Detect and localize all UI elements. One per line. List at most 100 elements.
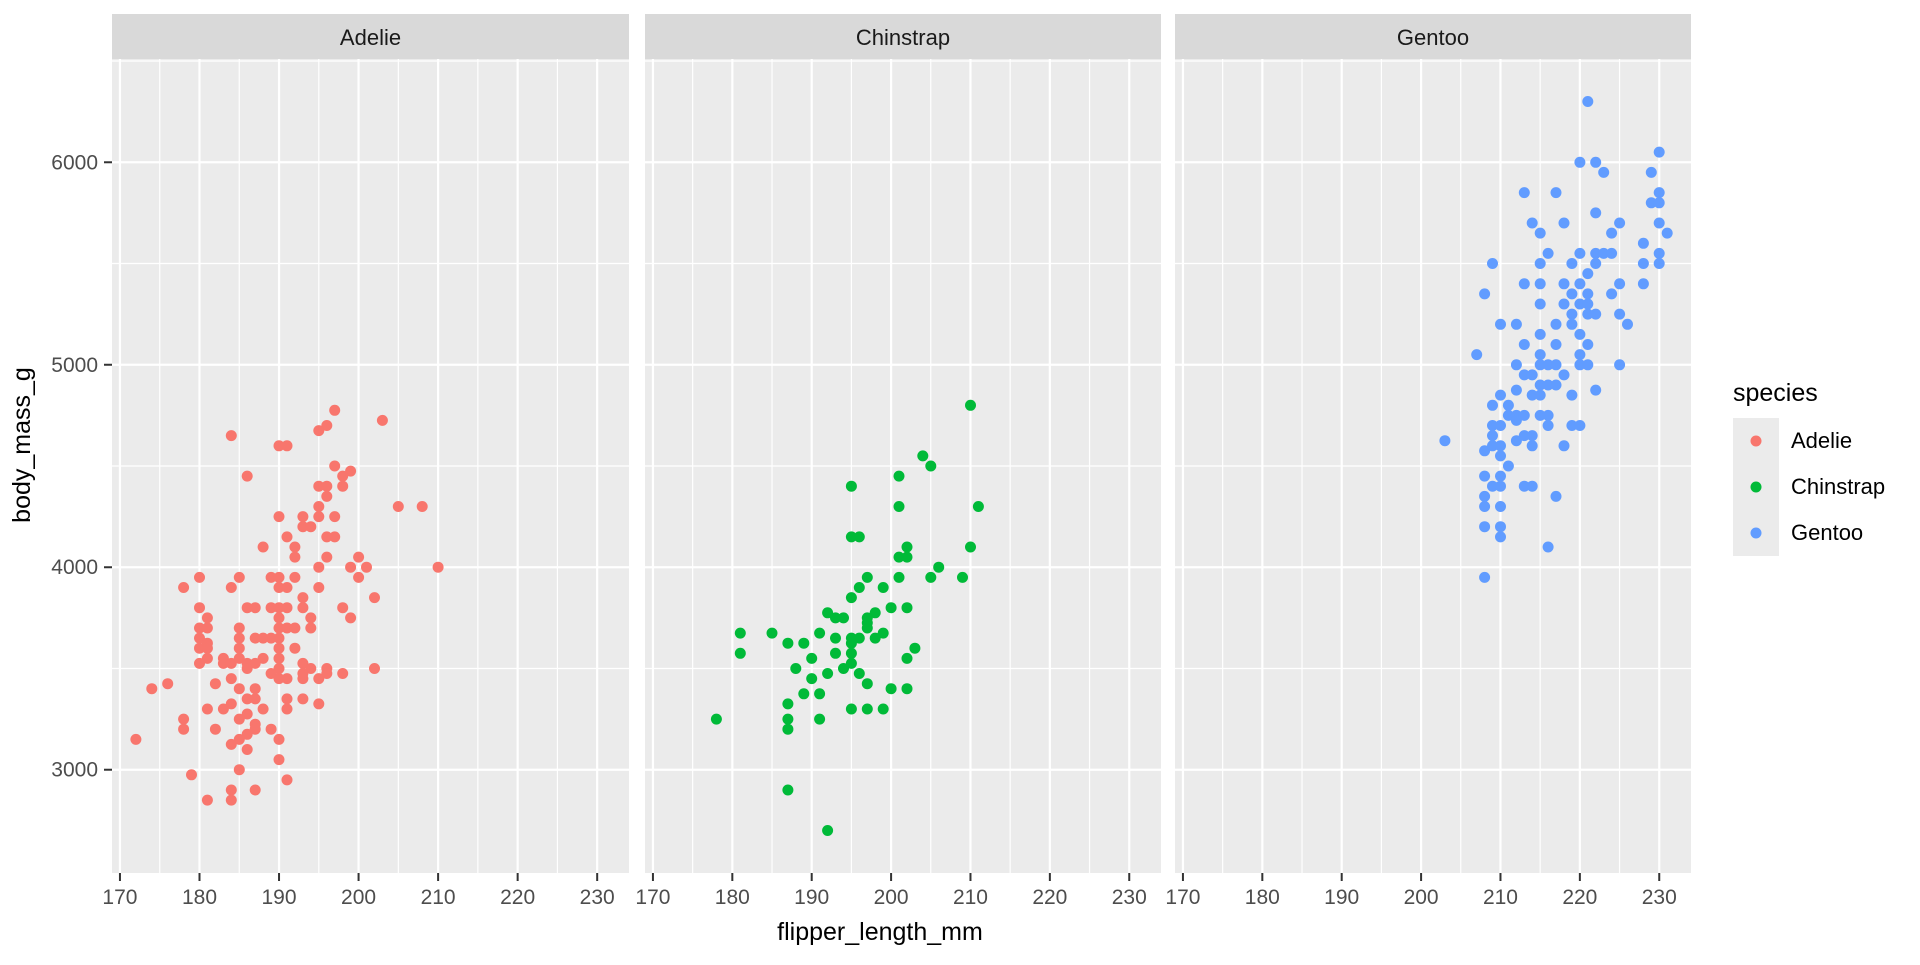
data-point (1606, 227, 1618, 239)
data-point (281, 774, 293, 786)
data-point (289, 541, 301, 553)
data-point (1574, 247, 1586, 259)
data-point (249, 723, 261, 735)
data-point (782, 784, 794, 796)
data-point (233, 764, 245, 776)
data-point (1637, 258, 1649, 269)
series-adelie (130, 404, 444, 806)
data-point (273, 602, 285, 614)
data-point (917, 450, 929, 462)
data-point (249, 693, 261, 705)
data-point (305, 622, 317, 634)
data-point (281, 703, 293, 715)
data-point (1510, 435, 1522, 447)
data-point (1582, 359, 1594, 371)
data-point (1566, 318, 1578, 330)
data-point (225, 673, 237, 685)
data-point (734, 647, 746, 659)
data-point (249, 602, 261, 614)
data-point (1526, 389, 1538, 401)
data-point (885, 602, 897, 614)
y-axis-title: body_mass_g (8, 367, 36, 523)
data-point (201, 642, 213, 654)
data-point (281, 673, 293, 685)
data-point (1598, 166, 1610, 178)
facet-strip-label: Gentoo (1397, 25, 1469, 50)
data-point (893, 470, 905, 482)
data-point (1590, 308, 1602, 320)
data-point (830, 612, 841, 624)
x-tick-label: 170 (1165, 886, 1200, 909)
data-point (337, 480, 349, 492)
data-point (1439, 435, 1451, 447)
data-point (933, 561, 945, 573)
data-point (1582, 288, 1594, 300)
data-point (1566, 420, 1578, 431)
data-point (766, 627, 778, 639)
data-point (806, 673, 818, 685)
data-point (845, 592, 857, 604)
facet-panels: Adelie Chinstrap Gentoo (112, 14, 1691, 873)
facet-strip (112, 14, 629, 59)
data-point (1479, 445, 1491, 457)
data-point (1534, 258, 1546, 269)
data-point (1550, 339, 1562, 350)
data-point (734, 627, 746, 639)
data-point (178, 723, 190, 735)
data-point (1645, 166, 1657, 178)
data-point (1487, 440, 1498, 452)
data-point (273, 612, 285, 624)
data-point (1542, 409, 1554, 421)
legend-entry-label: Adelie (1791, 428, 1852, 453)
data-point (1534, 298, 1546, 310)
legend-entries: Adelie Chinstrap Gentoo (1733, 418, 1885, 556)
data-point (241, 744, 253, 755)
facet-strip (1175, 14, 1691, 59)
data-point (297, 673, 309, 685)
data-point (1487, 420, 1498, 431)
data-point (1510, 414, 1522, 426)
data-point (1526, 430, 1538, 442)
data-point (321, 420, 333, 431)
data-point (972, 501, 984, 512)
data-point (1510, 384, 1522, 396)
data-point (885, 683, 897, 695)
data-point (313, 425, 325, 437)
data-point (305, 663, 317, 674)
x-tick-label: 230 (580, 886, 615, 909)
data-point (305, 612, 317, 624)
data-point (869, 632, 881, 644)
data-point (194, 657, 205, 669)
data-point (353, 551, 365, 563)
data-point (265, 723, 277, 735)
data-point (861, 678, 873, 690)
x-tick-label: 210 (953, 886, 988, 909)
data-point (273, 663, 285, 674)
data-point (869, 607, 881, 619)
legend-entry-label: Chinstrap (1791, 474, 1885, 499)
facet-strip-label: Adelie (340, 25, 401, 50)
data-point (1495, 531, 1506, 543)
data-point (853, 531, 865, 543)
data-point (329, 531, 341, 543)
data-point (877, 627, 889, 639)
data-point (225, 698, 237, 710)
data-point (901, 652, 913, 664)
data-point (178, 582, 190, 593)
data-point (265, 571, 277, 583)
data-point (1518, 480, 1530, 492)
data-point (1606, 288, 1618, 300)
data-point (225, 657, 237, 669)
data-point (1645, 197, 1657, 209)
data-point (376, 414, 388, 426)
data-point (273, 652, 285, 664)
data-point (822, 607, 834, 619)
data-point (806, 652, 818, 664)
data-point (1479, 571, 1491, 583)
data-point (1550, 359, 1562, 371)
data-point (162, 678, 174, 690)
data-point (1574, 349, 1586, 361)
data-point (1542, 379, 1554, 391)
x-tick-label: 230 (1112, 886, 1147, 909)
